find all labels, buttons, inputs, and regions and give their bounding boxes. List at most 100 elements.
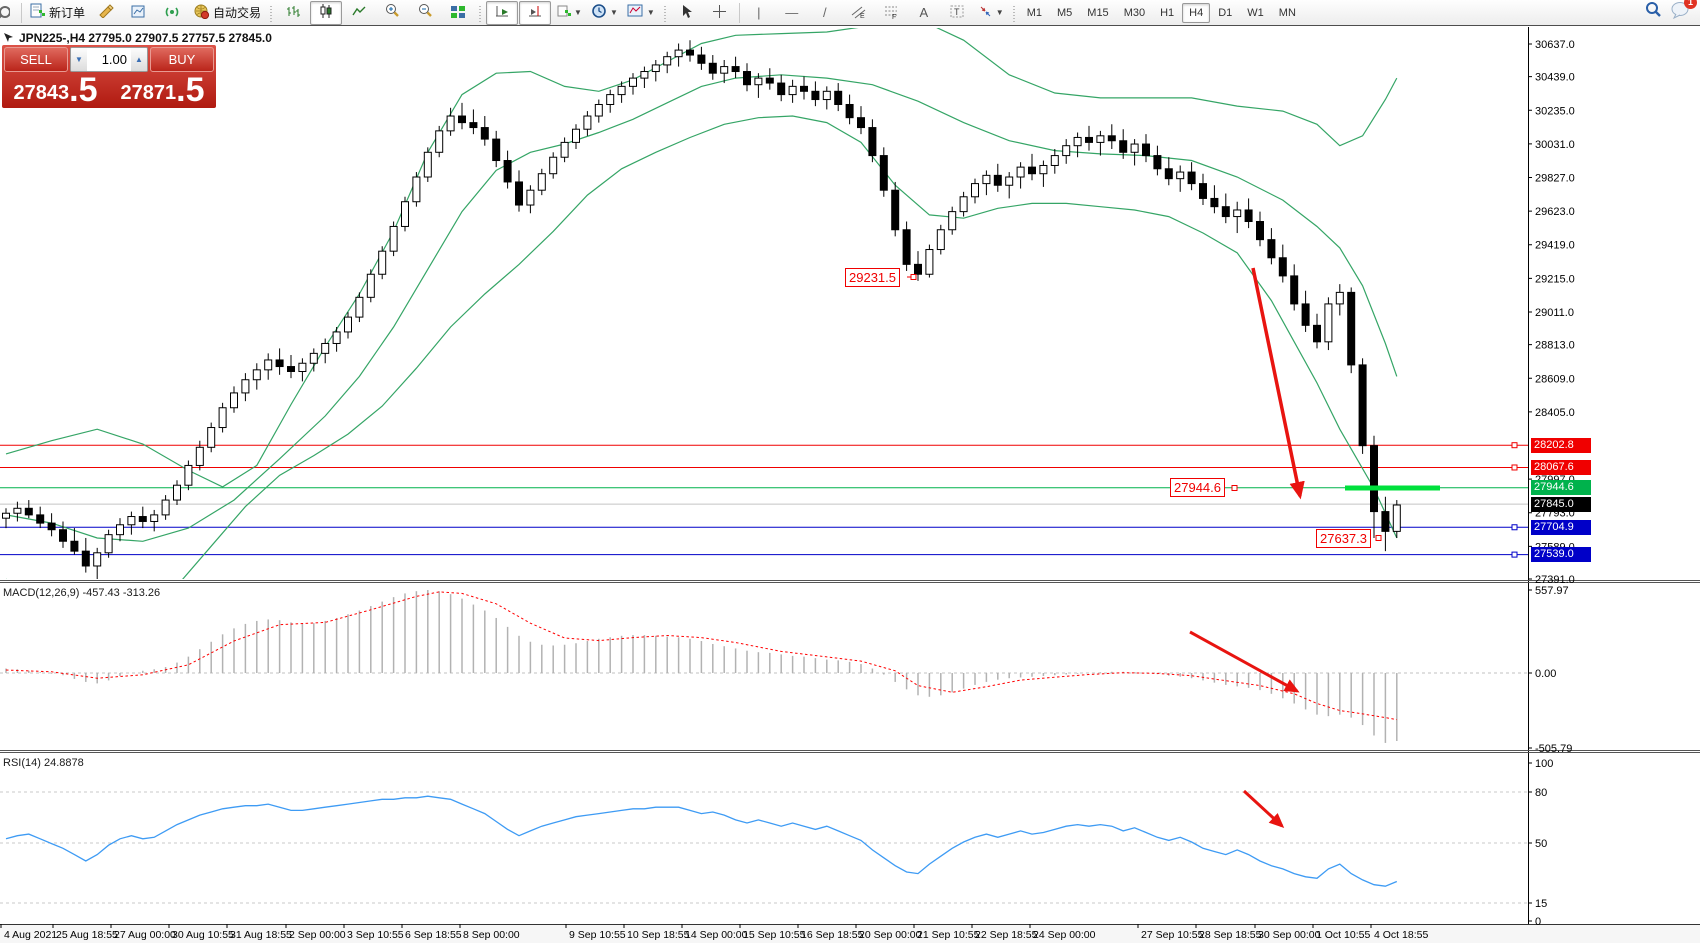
- dropdown-caret: ▼: [995, 8, 1004, 17]
- svg-text:1 Oct 10:55: 1 Oct 10:55: [1316, 929, 1370, 941]
- svg-text:30439.0: 30439.0: [1535, 72, 1575, 84]
- notifications-button[interactable]: 1: [1670, 0, 1697, 24]
- sell-price[interactable]: 27843.5: [4, 71, 107, 109]
- candlestick-mode-button[interactable]: [310, 0, 343, 25]
- svg-text:3 Sep 10:55: 3 Sep 10:55: [347, 929, 404, 941]
- timeframe-W1[interactable]: W1: [1247, 6, 1264, 19]
- zoom-in-button[interactable]: [376, 1, 408, 25]
- volume-stepper: ▼ ▲: [70, 47, 148, 72]
- crosshair-icon: [712, 4, 727, 22]
- price-line-label[interactable]: 27539.0: [1531, 547, 1591, 563]
- chart-window-icon: [4, 33, 13, 42]
- channel-icon: E: [850, 4, 866, 22]
- chart-shift-button[interactable]: [519, 0, 552, 25]
- timeframe-H4[interactable]: H4: [1182, 2, 1211, 23]
- label-tool[interactable]: T: [941, 1, 973, 25]
- line-chart-mode-button[interactable]: [343, 1, 375, 25]
- chart-title: JPN225-,H4 27795.0 27907.5 27757.5 27845…: [19, 31, 272, 45]
- price-callout[interactable]: 27637.3: [1316, 529, 1371, 548]
- price-line-label[interactable]: 28202.8: [1531, 437, 1591, 453]
- dropdown-caret: ▼: [574, 8, 582, 17]
- auto-scroll-button[interactable]: [486, 0, 519, 25]
- tile-windows-button[interactable]: [442, 1, 474, 25]
- timeframe-D1[interactable]: D1: [1218, 6, 1233, 19]
- svg-text:50: 50: [1535, 838, 1547, 850]
- crosshair-color-button[interactable]: [90, 1, 122, 25]
- bar-chart-mode-button[interactable]: [277, 1, 309, 25]
- periods-button[interactable]: ▼: [587, 1, 622, 25]
- svg-text:28813.0: 28813.0: [1535, 340, 1575, 352]
- svg-text:29827.0: 29827.0: [1535, 173, 1575, 185]
- broadcast-button[interactable]: [156, 1, 188, 25]
- svg-text:6 Sep 18:55: 6 Sep 18:55: [405, 929, 462, 941]
- price-callout[interactable]: 27944.6: [1170, 478, 1225, 497]
- chart-shift-icon: [527, 4, 543, 22]
- horizontal-line-tool[interactable]: —: [776, 1, 808, 25]
- svg-text:8 Sep 00:00: 8 Sep 00:00: [463, 929, 520, 941]
- buy-button[interactable]: BUY: [150, 47, 214, 72]
- text-icon: A: [919, 5, 929, 20]
- price-line-label[interactable]: 27845.0: [1531, 496, 1591, 512]
- svg-text:29623.0: 29623.0: [1535, 206, 1575, 218]
- crayon-icon: [98, 4, 114, 21]
- fibonacci-tool[interactable]: F: [875, 1, 907, 25]
- svg-text:27 Sep 10:55: 27 Sep 10:55: [1141, 929, 1204, 941]
- vertical-line-icon: |: [757, 5, 761, 20]
- indicators-button[interactable]: ▼: [552, 1, 586, 25]
- channel-tool[interactable]: E: [842, 1, 874, 25]
- svg-text:30 Aug 10:55: 30 Aug 10:55: [172, 929, 234, 941]
- arrows-icon: [978, 4, 993, 22]
- templates-button[interactable]: ▼: [623, 1, 659, 25]
- timeframe-group: M1 M5 M15 M30 H1 H4 D1 W1 MN: [1020, 2, 1303, 23]
- svg-text:20 Sep 00:00: 20 Sep 00:00: [859, 929, 922, 941]
- text-tool[interactable]: A: [908, 1, 940, 25]
- line-chart-icon: [351, 4, 367, 21]
- svg-text:4 Aug 2021: 4 Aug 2021: [4, 929, 57, 941]
- price-line-label[interactable]: 28067.6: [1531, 459, 1591, 475]
- zoom-out-button[interactable]: [409, 1, 441, 25]
- arrows-tool[interactable]: ▼: [974, 1, 1008, 25]
- volume-input[interactable]: [87, 48, 131, 71]
- tile-windows-icon: [450, 4, 466, 22]
- timeframe-H1[interactable]: H1: [1160, 6, 1175, 19]
- search-icon[interactable]: [1644, 1, 1662, 24]
- sell-button[interactable]: SELL: [4, 47, 68, 72]
- timeframe-M1[interactable]: M1: [1026, 6, 1042, 19]
- svg-text:29011.0: 29011.0: [1535, 307, 1574, 319]
- timeframe-M5[interactable]: M5: [1057, 6, 1073, 19]
- profile-charts-button[interactable]: [123, 1, 155, 25]
- svg-text:15: 15: [1535, 898, 1547, 910]
- autotrading-button[interactable]: 自动交易: [189, 1, 265, 25]
- autotrading-label: 自动交易: [213, 6, 262, 20]
- auto-scroll-icon: [494, 4, 510, 22]
- svg-text:30235.0: 30235.0: [1535, 105, 1575, 117]
- timeframe-M15[interactable]: M15: [1087, 6, 1109, 19]
- volume-decrease-button[interactable]: ▼: [71, 48, 87, 71]
- autotrading-icon: [193, 3, 210, 22]
- signal-icon: [164, 4, 180, 22]
- cursor-icon: [680, 4, 693, 22]
- volume-increase-button[interactable]: ▲: [131, 48, 147, 71]
- svg-text:27391.0: 27391.0: [1535, 574, 1575, 586]
- buy-price[interactable]: 27871.5: [111, 73, 214, 107]
- trendline-tool[interactable]: /: [809, 1, 841, 25]
- new-order-label: 新订单: [49, 6, 86, 20]
- price-line-label[interactable]: 27944.6: [1531, 480, 1591, 496]
- crosshair-tool-button[interactable]: [704, 1, 736, 25]
- dropdown-caret: ▼: [646, 8, 655, 17]
- cursor-tool-button[interactable]: [671, 1, 703, 25]
- vertical-line-tool[interactable]: |: [743, 1, 775, 25]
- new-order-button[interactable]: 新订单: [25, 1, 89, 25]
- timeframe-MN[interactable]: MN: [1278, 6, 1296, 19]
- svg-text:21 Sep 10:55: 21 Sep 10:55: [917, 929, 980, 941]
- fibonacci-icon: F: [883, 4, 899, 22]
- timeframe-M30[interactable]: M30: [1123, 6, 1146, 19]
- dropdown-caret: ▼: [609, 8, 618, 17]
- price-line-label[interactable]: 27704.9: [1531, 519, 1591, 535]
- clock-icon: [591, 3, 607, 22]
- sell-price-frac: .5: [69, 71, 98, 109]
- price-callout[interactable]: 29231.5: [845, 268, 900, 287]
